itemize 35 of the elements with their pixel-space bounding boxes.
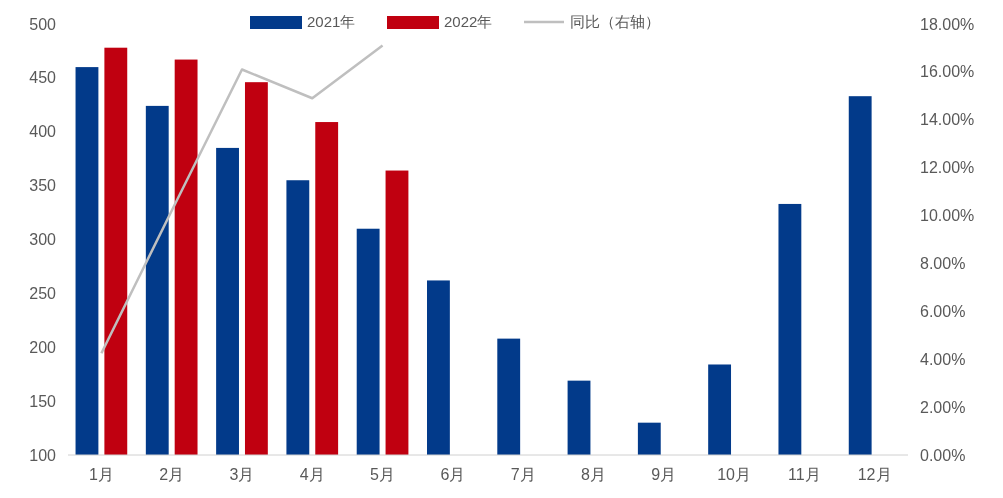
y-tick-label: 450 (29, 69, 57, 87)
x-tick-label: 3月 (229, 466, 255, 483)
x-tick-label: 6月 (440, 466, 466, 483)
y-tick-label: 150 (29, 392, 57, 410)
x-tick-label: 11月 (788, 466, 821, 483)
x-tick-label: 4月 (299, 466, 325, 483)
y-tick-label: 250 (29, 284, 57, 302)
y-tick-label: 100 (29, 446, 57, 464)
legend-label: 2022年 (444, 13, 493, 30)
line-series (100, 44, 384, 355)
x-tick-label: 9月 (651, 466, 677, 483)
x-tick-label: 8月 (580, 466, 606, 483)
y2-tick-label: 10.00% (920, 207, 975, 225)
y-tick-label: 200 (29, 338, 57, 356)
y2-tick-label: 4.00% (920, 350, 966, 368)
y-tick-label: 300 (29, 231, 57, 249)
x-tick-label: 10月 (717, 466, 751, 483)
y2-tick-label: 6.00% (920, 302, 966, 320)
y2-tick-label: 8.00% (920, 255, 966, 273)
y-tick-label: 350 (29, 177, 57, 195)
y2-tick-label: 18.00% (920, 15, 975, 33)
x-tick-label: 5月 (370, 466, 396, 483)
x-tick-label: 12月 (857, 466, 892, 483)
legend-label: 同比（右轴） (570, 13, 660, 30)
y-tick-label: 500 (29, 15, 57, 33)
x-tick-label: 7月 (510, 466, 536, 483)
x-tick-label: 2月 (159, 466, 185, 483)
y2-tick-label: 12.00% (920, 159, 975, 177)
y2-tick-label: 14.00% (920, 111, 975, 129)
y2-tick-label: 16.00% (920, 63, 975, 81)
y2-tick-label: 2.00% (920, 398, 966, 416)
y2-tick-label: 0.00% (920, 446, 966, 464)
y-tick-label: 400 (29, 123, 57, 141)
x-tick-label: 1月 (88, 466, 114, 483)
legend-label: 2021年 (307, 13, 356, 30)
